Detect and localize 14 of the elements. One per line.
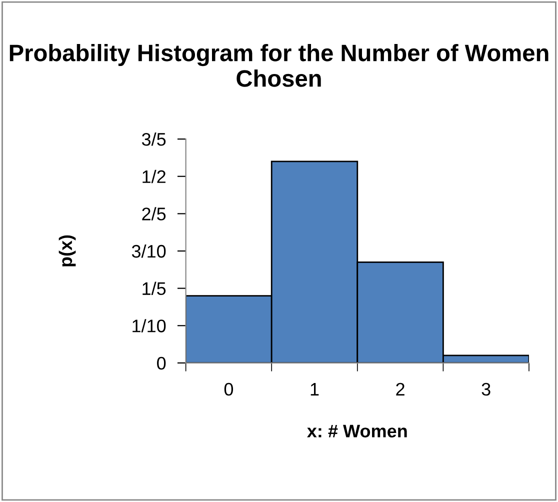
x-tick-label: 1 [310,383,319,396]
y-tick-label: 2/5 [142,207,166,220]
x-tick-label: 3 [482,382,490,396]
y-tick-label: 1/5 [142,282,166,296]
y-tick-label: 3/5 [142,132,166,146]
x-axis-title: x: # Women [307,424,407,438]
x-tick-label: 0 [224,382,234,396]
y-tick-label: 0 [157,356,166,370]
y-axis-title: p(x) [58,235,76,266]
y-tick-label: 1/2 [142,170,166,184]
chart-title: Probability Histogram for the Number of Women Chosen [10,44,548,87]
x-tick-label: 2 [396,382,404,396]
y-tick-label: 1/10 [132,319,166,332]
y-tick-label: 3/10 [132,244,166,258]
